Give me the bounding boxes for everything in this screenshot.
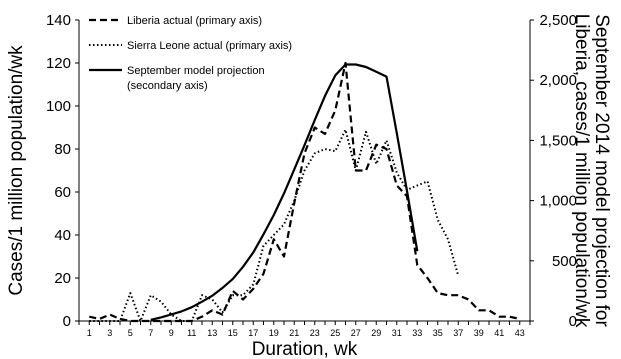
x-tick-label: 41 (494, 328, 504, 338)
series-line-dashed (89, 61, 521, 323)
y-tick-label: 140 (46, 12, 71, 29)
x-tick-label: 33 (412, 328, 422, 338)
x-tick-label: 19 (269, 328, 279, 338)
x-tick-label: 3 (107, 328, 112, 338)
x-tick-label: 11 (187, 328, 196, 338)
x-tick-label: 43 (515, 328, 525, 338)
series-line-solid (150, 63, 419, 321)
y-tick-label: 60 (54, 184, 71, 201)
series-layer (89, 61, 521, 323)
y-tick-label: 0 (63, 313, 71, 330)
x-tick-label: 5 (128, 328, 133, 338)
x-tick-label: 7 (148, 328, 153, 338)
x-tick-label: 29 (371, 328, 381, 338)
x-axis-title: Duration, wk (252, 339, 358, 359)
y2-tick-label: 1,500 (539, 132, 577, 149)
y-tick-label: 100 (46, 98, 71, 115)
legend-label-cont: (secondary axis) (127, 80, 208, 92)
x-tick-label: 1 (87, 328, 92, 338)
legend: Liberia actual (primary axis) Sierra Leon… (89, 15, 292, 92)
y-tick-label: 80 (54, 141, 71, 158)
y2-axis-title-line2: Liberia, cases/1 million population/wk (571, 14, 592, 328)
y-tick-label: 120 (46, 55, 71, 72)
legend-label: Sierra Leone actual (primary axis) (127, 40, 292, 52)
x-tick-label: 15 (228, 328, 238, 338)
x-tick-label: 31 (392, 328, 402, 338)
x-tick-label: 25 (330, 328, 340, 338)
x-tick-label: 17 (248, 328, 258, 338)
x-tick-label: 39 (474, 328, 484, 338)
x-tick-label: 13 (207, 328, 217, 338)
y-tick-label: 20 (54, 270, 71, 287)
y-axis-title: Cases/1 million population/wk (6, 45, 27, 296)
x-tick-label: 21 (289, 328, 299, 338)
x-tick-label: 23 (310, 328, 320, 338)
x-tick-label: 27 (351, 328, 361, 338)
y2-tick-label: 0 (569, 313, 577, 330)
axes-layer: 0 20 40 60 80 100 120 140 0 500 1,000 1,500 2,000 2,5… (6, 12, 612, 359)
legend-label: Liberia actual (primary axis) (127, 15, 262, 27)
y2-axis-title-line1: September 2014 model projection for (591, 14, 612, 327)
y2-tick-label: 2,000 (539, 72, 577, 89)
x-tick-label: 9 (169, 328, 174, 338)
x-tick-label: 37 (453, 328, 463, 338)
y-tick-label: 40 (54, 227, 71, 244)
series-line-dotted (89, 128, 460, 322)
x-tick-label: 35 (433, 328, 443, 338)
y2-tick-label: 500 (552, 253, 577, 270)
legend-label: September model projection (127, 65, 265, 77)
y2-tick-label: 2,500 (539, 12, 577, 29)
y2-tick-label: 1,000 (539, 193, 577, 210)
